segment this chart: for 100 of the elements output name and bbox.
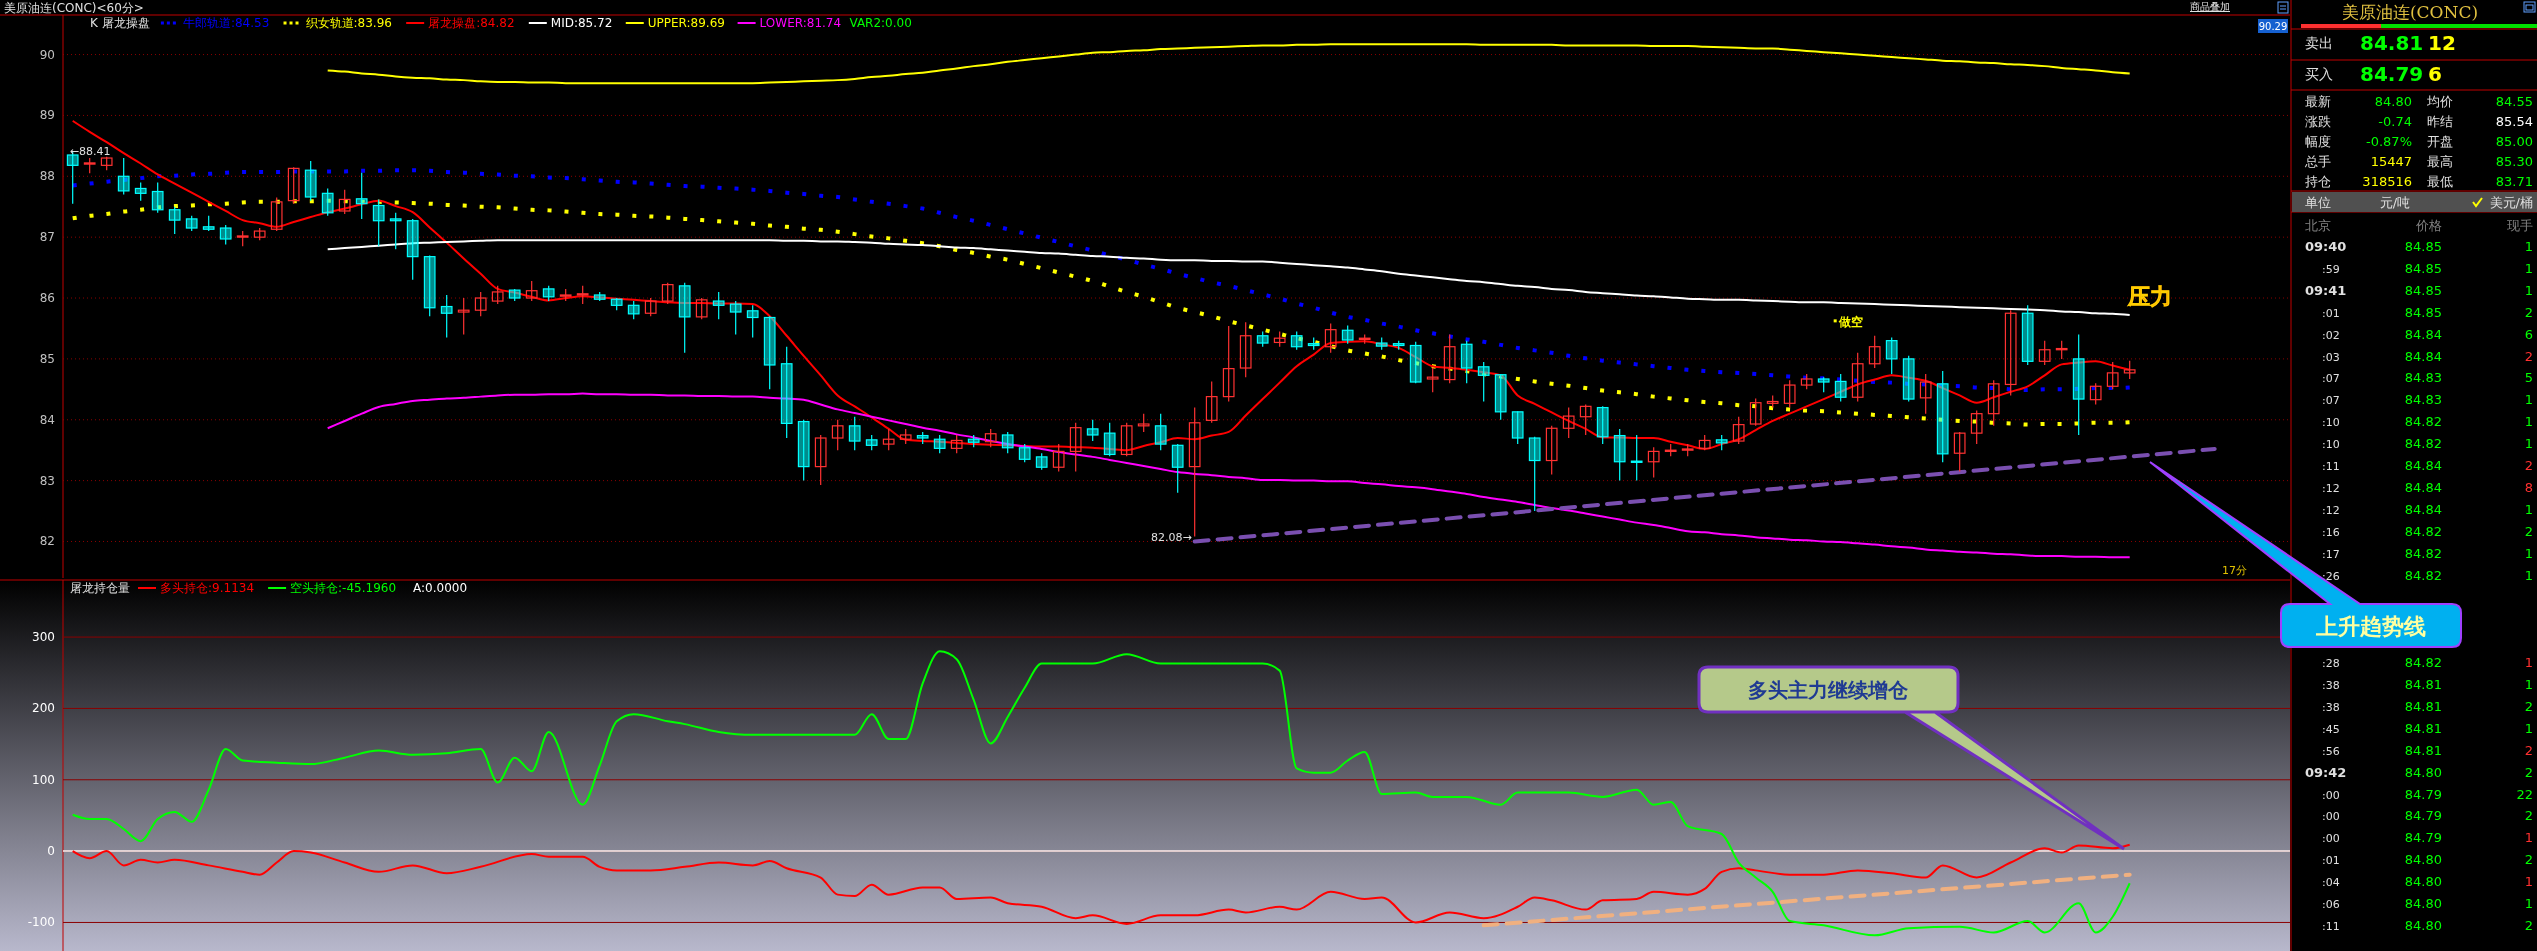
text: 85.00 (2495, 134, 2533, 149)
text: 2 (2524, 523, 2533, 539)
candlestick (1902, 355, 1915, 403)
legend-label: UPPER:89.69 (647, 16, 725, 30)
text: 84.85 (2404, 260, 2442, 276)
candlestick (1868, 335, 1881, 369)
text: :26 (2322, 569, 2340, 583)
text: 85.54 (2495, 114, 2533, 129)
text: 84.81 (2404, 677, 2442, 692)
candlestick (406, 218, 419, 281)
candlestick (1239, 321, 1252, 378)
text: -0.87% (2366, 134, 2412, 149)
text: 8 (2524, 479, 2533, 495)
ref-line-label: A:0.0000 (413, 581, 468, 595)
text: 1 (2524, 677, 2533, 692)
text: 84.85 (2404, 282, 2442, 298)
text: :07 (2322, 394, 2340, 408)
text: :56 (2322, 744, 2340, 758)
annotation: 做空 (1837, 315, 1863, 330)
candlestick (423, 254, 436, 317)
text: 涨跌 (2305, 114, 2331, 129)
candlestick (1137, 413, 1150, 433)
candlestick (763, 315, 776, 390)
text: 84.84 (2404, 348, 2442, 364)
candlestick (491, 285, 504, 305)
text: 卖出 (2305, 35, 2333, 51)
text: :38 (2322, 679, 2340, 692)
candlestick (1443, 333, 1456, 384)
candlestick (1579, 403, 1592, 436)
candlestick (831, 419, 844, 451)
text: 2 (2524, 698, 2533, 714)
text: 09:41 (2305, 282, 2347, 298)
text: :59 (2322, 262, 2340, 276)
text: 总手 (2304, 154, 2331, 169)
candlestick (1103, 422, 1116, 457)
text: 90.29 (2258, 21, 2288, 32)
text: 1 (2524, 567, 2533, 583)
text: 元/吨 (2379, 195, 2411, 210)
text: 北京 (2305, 218, 2331, 233)
text: :01 (2322, 854, 2340, 868)
candlestick (457, 297, 470, 336)
candlestick (1936, 370, 1949, 463)
y-tick-label: 83 (39, 473, 55, 488)
candlestick (168, 206, 181, 235)
text: 现手 (2507, 218, 2533, 233)
annotation: 17分 (2222, 564, 2247, 577)
chart-title: 美原油连(CONC)<60分> (4, 1, 144, 15)
text: :00 (2322, 788, 2340, 802)
candlestick (1987, 379, 2000, 427)
candlestick (1341, 324, 1354, 345)
text: 318516 (2362, 174, 2412, 189)
candlestick (389, 212, 402, 250)
candlestick (219, 224, 232, 246)
line-series (71, 843, 2131, 925)
text: 22 (2516, 786, 2533, 802)
text: 1 (2524, 260, 2533, 276)
text: 84.79 (2360, 62, 2424, 86)
text: 09:42 (2305, 764, 2347, 780)
candlestick (270, 196, 283, 232)
text: 84.79 (2404, 830, 2442, 846)
text: :45 (2322, 722, 2340, 736)
candlestick (1511, 410, 1524, 445)
text: :06 (2322, 898, 2340, 911)
text: 84.80 (2404, 874, 2442, 890)
candlestick (2055, 340, 2068, 360)
candlestick (1851, 352, 1864, 403)
candlestick (1001, 431, 1014, 454)
text: 最新 (2305, 94, 2331, 109)
text: 84.82 (2404, 567, 2442, 583)
text: :10 (2322, 438, 2340, 452)
candlestick (287, 166, 300, 205)
y-tick-label: 82 (39, 534, 55, 549)
candlestick (440, 294, 453, 339)
candlestick (1783, 379, 1796, 409)
text: 2 (2524, 917, 2533, 933)
candlestick (1545, 425, 1558, 476)
candlestick (1630, 434, 1643, 482)
text: 5 (2524, 370, 2533, 386)
text: 6 (2428, 62, 2442, 86)
candlestick (474, 291, 487, 317)
text: 单位 (2305, 195, 2331, 210)
text: 84.85 (2404, 304, 2442, 320)
text: 2 (2524, 808, 2533, 824)
y-tick-label: 100 (32, 772, 55, 787)
text: 84.83 (2404, 370, 2442, 386)
candlestick (1613, 428, 1626, 482)
text: 美元/桶 (2489, 195, 2533, 210)
text: :02 (2322, 328, 2340, 342)
text: 2 (2524, 304, 2533, 320)
text: 上升趋势线 (2315, 614, 2426, 639)
candlestick (950, 434, 963, 454)
candlestick (1732, 416, 1745, 445)
candlestick (1749, 397, 1762, 427)
candlestick (1460, 340, 1473, 384)
legend-label: 织女轨道:83.96 (305, 16, 392, 30)
text: :12 (2322, 481, 2340, 495)
candlestick (1647, 446, 1660, 479)
candlestick (576, 285, 589, 305)
candlestick (780, 346, 793, 439)
text: :03 (2322, 350, 2340, 364)
